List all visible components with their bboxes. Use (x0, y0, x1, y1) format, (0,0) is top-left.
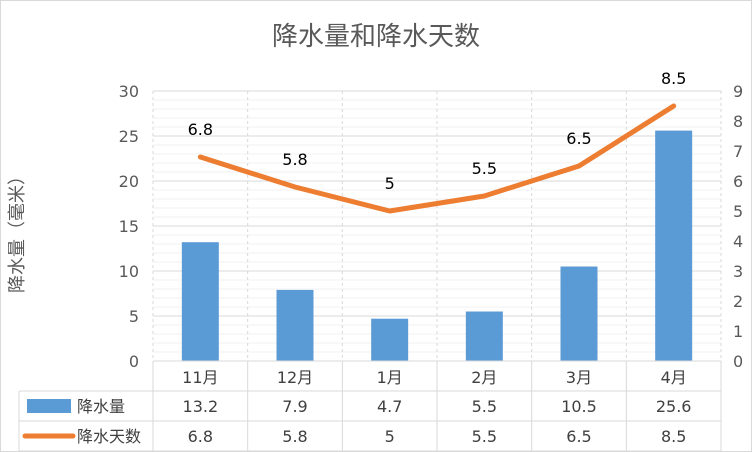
bar-series (181, 130, 693, 361)
bar-11月 (181, 242, 219, 361)
table-cell-value: 4.7 (377, 397, 402, 416)
line-path (197, 103, 677, 214)
bar-4月 (655, 130, 693, 361)
table-cell-value: 5.5 (472, 427, 497, 446)
right-tick-label: 3 (733, 262, 743, 281)
data-label: 5 (385, 174, 395, 193)
right-tick-label: 0 (733, 352, 743, 371)
right-tick-label: 6 (733, 172, 743, 191)
category-label: 1月 (377, 368, 403, 387)
category-label: 11月 (182, 368, 218, 387)
left-tick-label: 20 (119, 172, 139, 191)
legend-swatch-bar (27, 399, 71, 413)
table-cell-value: 7.9 (282, 397, 307, 416)
category-label: 2月 (471, 368, 497, 387)
left-tick-label: 25 (119, 127, 139, 146)
y-axis-label: 降水量（毫米） (7, 167, 28, 293)
data-label: 6.5 (566, 129, 591, 148)
right-tick-label: 7 (733, 142, 743, 161)
left-tick-label: 5 (129, 307, 139, 326)
table-cell-value: 10.5 (561, 397, 597, 416)
data-label: 6.8 (188, 120, 213, 139)
table-cell-value: 6.5 (566, 427, 591, 446)
gridlines (152, 90, 722, 362)
category-label: 12月 (277, 368, 313, 387)
right-tick-label: 1 (733, 322, 743, 341)
table-cell-value: 5.5 (472, 397, 497, 416)
category-label: 4月 (661, 368, 687, 387)
left-tick-label: 0 (129, 352, 139, 371)
data-label: 8.5 (661, 69, 686, 88)
bar-1月 (371, 318, 409, 361)
bar-12月 (276, 289, 314, 361)
left-axis-ticks: 0 5 10 15 20 25 30 (119, 82, 139, 371)
line-series: 6.8 5.8 5 5.5 6.5 8.5 (188, 69, 686, 214)
data-label: 5.5 (472, 159, 497, 178)
bar-2月 (465, 311, 503, 361)
right-tick-label: 2 (733, 292, 743, 311)
table-cell-value: 8.5 (661, 427, 686, 446)
bar-3月 (560, 266, 598, 361)
right-tick-label: 4 (733, 232, 743, 251)
right-tick-label: 5 (733, 202, 743, 221)
category-label: 3月 (566, 368, 592, 387)
table-cell-value: 13.2 (183, 397, 219, 416)
legend-label: 降水天数 (77, 427, 141, 446)
right-tick-label: 8 (733, 112, 743, 131)
data-label: 5.8 (282, 150, 307, 169)
table-cell-value: 5 (385, 427, 395, 446)
chart-title: 降水量和降水天数 (272, 22, 480, 52)
table-cell-value: 6.8 (188, 427, 213, 446)
table-cell-value: 5.8 (282, 427, 307, 446)
right-tick-label: 9 (733, 82, 743, 101)
left-tick-label: 15 (119, 217, 139, 236)
right-axis-ticks: 0 1 2 3 4 5 6 7 8 9 (733, 82, 743, 371)
legend-label: 降水量 (77, 397, 125, 416)
left-tick-label: 30 (119, 82, 139, 101)
left-tick-label: 10 (119, 262, 139, 281)
table-cell-value: 25.6 (656, 397, 692, 416)
